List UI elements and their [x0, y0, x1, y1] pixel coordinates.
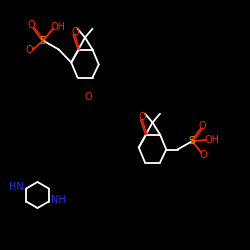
Text: O: O [200, 150, 207, 160]
Text: NH: NH [51, 195, 66, 205]
Text: S: S [189, 136, 195, 146]
Text: HN: HN [9, 182, 24, 192]
Text: O: O [26, 45, 33, 55]
Text: O: O [139, 112, 146, 122]
Text: S: S [40, 36, 46, 46]
Text: O: O [85, 92, 92, 102]
Text: O: O [28, 20, 36, 30]
Text: OH: OH [204, 135, 219, 145]
Text: OH: OH [50, 22, 66, 32]
Text: O: O [199, 121, 206, 131]
Text: O: O [71, 27, 79, 37]
